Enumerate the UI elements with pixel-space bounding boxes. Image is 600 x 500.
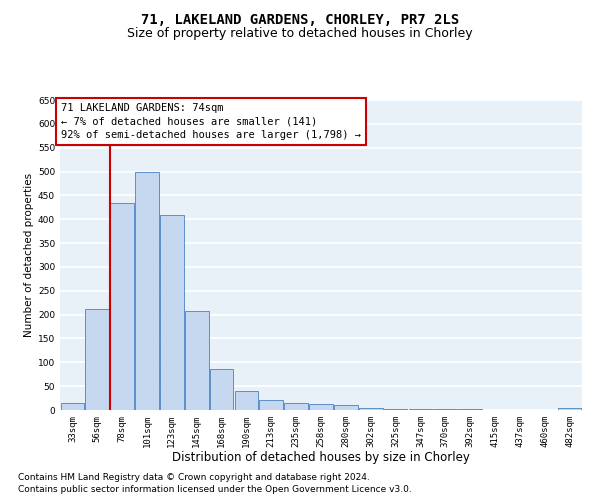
- Text: Contains public sector information licensed under the Open Government Licence v3: Contains public sector information licen…: [18, 485, 412, 494]
- X-axis label: Distribution of detached houses by size in Chorley: Distribution of detached houses by size …: [172, 452, 470, 464]
- Bar: [558, 408, 581, 410]
- Bar: [235, 391, 258, 410]
- Bar: [185, 312, 209, 410]
- Bar: [85, 309, 109, 410]
- Text: 71, LAKELAND GARDENS, CHORLEY, PR7 2LS: 71, LAKELAND GARDENS, CHORLEY, PR7 2LS: [141, 12, 459, 26]
- Text: 71 LAKELAND GARDENS: 74sqm
← 7% of detached houses are smaller (141)
92% of semi: 71 LAKELAND GARDENS: 74sqm ← 7% of detac…: [61, 104, 361, 140]
- Bar: [110, 202, 134, 410]
- Bar: [61, 403, 84, 410]
- Bar: [359, 408, 383, 410]
- Bar: [458, 409, 482, 410]
- Bar: [284, 403, 308, 410]
- Bar: [160, 216, 184, 410]
- Text: Contains HM Land Registry data © Crown copyright and database right 2024.: Contains HM Land Registry data © Crown c…: [18, 472, 370, 482]
- Bar: [334, 405, 358, 410]
- Text: Size of property relative to detached houses in Chorley: Size of property relative to detached ho…: [127, 28, 473, 40]
- Y-axis label: Number of detached properties: Number of detached properties: [24, 173, 34, 337]
- Bar: [409, 409, 432, 410]
- Bar: [135, 172, 159, 410]
- Bar: [259, 400, 283, 410]
- Bar: [210, 370, 233, 410]
- Bar: [309, 404, 333, 410]
- Bar: [433, 409, 457, 410]
- Bar: [384, 408, 407, 410]
